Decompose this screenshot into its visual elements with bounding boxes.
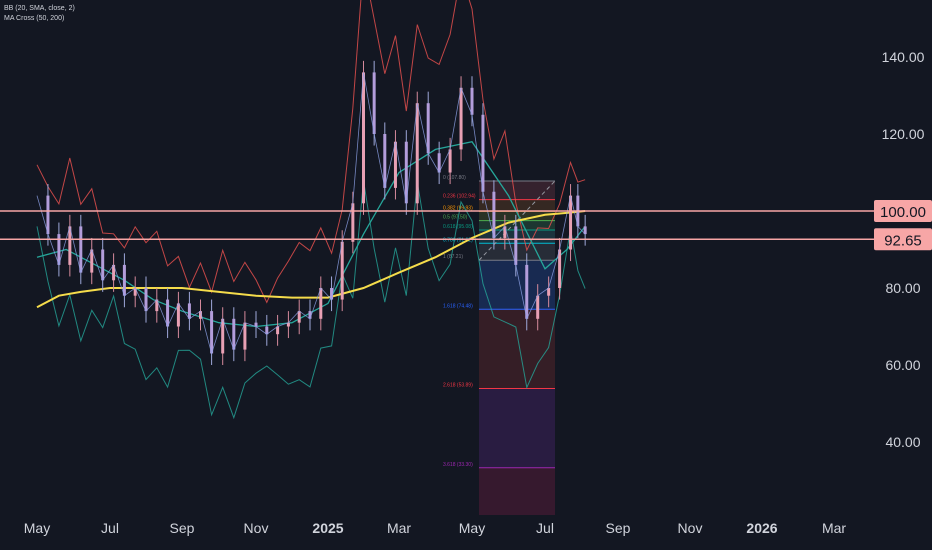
x-axis-tick-label: Sep <box>170 520 195 536</box>
candle-body <box>340 241 344 300</box>
candle-body <box>144 288 148 312</box>
price-line <box>36 72 586 355</box>
candle-body <box>79 226 83 273</box>
x-axis-tick-label: 2025 <box>312 520 343 536</box>
x-axis-tick-label: Sep <box>606 520 631 536</box>
fib-zone <box>479 199 555 212</box>
x-axis-tick-label: 2026 <box>746 520 777 536</box>
fib-level-label: 2.618 (53.89) <box>443 383 473 389</box>
x-axis-tick-label: Jul <box>101 520 119 536</box>
fib-level-label: 0.786 (91.62) <box>443 237 473 243</box>
candle-body <box>492 191 496 238</box>
horizontal-level-label: 100.00 <box>880 204 926 221</box>
candle-body <box>426 103 430 154</box>
fib-zone <box>479 180 555 200</box>
x-axis-tick-label: Jul <box>536 520 554 536</box>
candle-body <box>383 134 387 188</box>
fib-zone <box>479 467 555 515</box>
candle-body <box>503 226 507 238</box>
candle-body <box>351 203 355 242</box>
y-axis-tick-label: 120.00 <box>882 126 925 142</box>
candle-body <box>176 303 180 327</box>
candle-body <box>362 72 365 204</box>
candle-body <box>243 322 247 350</box>
ma200-line <box>36 210 586 309</box>
legend-ma-cross[interactable]: MA Cross (50, 200) <box>4 15 65 22</box>
candle-body <box>536 295 540 319</box>
candle-body <box>459 87 463 150</box>
fib-level-label: 0.618 (95.08) <box>443 224 473 230</box>
fib-level-label: 1 (87.21) <box>443 254 463 260</box>
candle-body <box>265 326 269 335</box>
y-axis-tick-label: 140.00 <box>882 49 925 65</box>
fib-level-label: 0.236 (102.94) <box>443 194 476 200</box>
horizontal-level-badge <box>874 200 932 222</box>
fib-zone <box>479 211 555 221</box>
candle-body <box>101 249 105 281</box>
candle-body <box>437 153 441 173</box>
candle-body <box>372 72 376 134</box>
candle-body <box>448 149 452 173</box>
x-axis-tick-label: May <box>459 520 485 536</box>
candle-body <box>254 322 258 327</box>
fib-zone <box>479 309 555 389</box>
horizontal-level-label: 92.65 <box>884 232 922 249</box>
candle-body <box>68 226 72 265</box>
candle-body <box>393 141 397 188</box>
candle-body <box>90 249 94 273</box>
y-axis-tick-label: 60.00 <box>885 357 920 373</box>
candle-body <box>221 318 225 354</box>
candle-body <box>481 114 485 192</box>
fib-level-label: 3.618 (33.30) <box>443 462 473 468</box>
candle-body <box>112 264 116 281</box>
candle-body <box>569 195 573 250</box>
candle-body <box>547 288 551 296</box>
horizontal-level-badge <box>874 228 932 251</box>
x-axis-tick-label: Mar <box>822 520 846 536</box>
candle-body <box>583 226 587 235</box>
candle-body <box>187 303 191 319</box>
candle-body <box>155 299 159 312</box>
fib-level-label: 0.382 (99.93) <box>443 205 473 211</box>
fib-zone <box>479 220 555 230</box>
candle-body <box>297 311 301 323</box>
x-axis-tick-label: Mar <box>387 520 411 536</box>
legend-bb[interactable]: BB (20, SMA, close, 2) <box>4 5 75 12</box>
candle-body <box>308 311 312 319</box>
fib-trend-line[interactable] <box>478 180 556 261</box>
candle-body <box>319 288 323 319</box>
candle-body <box>514 226 518 265</box>
x-axis-tick-label: Nov <box>678 520 703 536</box>
candle-body <box>210 311 214 354</box>
fib-level-label: 0.5 (97.50) <box>443 215 468 221</box>
candle-body <box>166 299 170 327</box>
fib-level-label: 0 (107.80) <box>443 175 466 181</box>
candle-body <box>133 288 137 296</box>
candle-body <box>122 264 126 296</box>
candle-body <box>404 141 408 204</box>
indicator-legend: BB (20, SMA, close, 2) MA Cross (50, 200… <box>4 4 75 24</box>
y-axis-tick-label: 40.00 <box>885 434 920 450</box>
candle-body <box>415 103 419 204</box>
y-axis-tick-label: 80.00 <box>885 280 920 296</box>
x-axis-tick-label: May <box>24 520 50 536</box>
candle-body <box>525 264 529 319</box>
candle-body <box>232 318 236 350</box>
candle-body <box>470 87 474 115</box>
bb-lower-line <box>36 180 586 420</box>
candle-body <box>276 326 280 335</box>
fib-zone <box>479 260 555 310</box>
candle-body <box>199 311 202 319</box>
candle-body <box>286 322 290 327</box>
candle-body <box>46 195 50 235</box>
candle-body <box>558 249 562 288</box>
candle-body <box>330 288 334 300</box>
fib-zone <box>479 388 555 468</box>
fib-level-label: 1.618 (74.48) <box>443 303 473 309</box>
candle-body <box>57 234 61 265</box>
x-axis-tick-label: Nov <box>244 520 269 536</box>
